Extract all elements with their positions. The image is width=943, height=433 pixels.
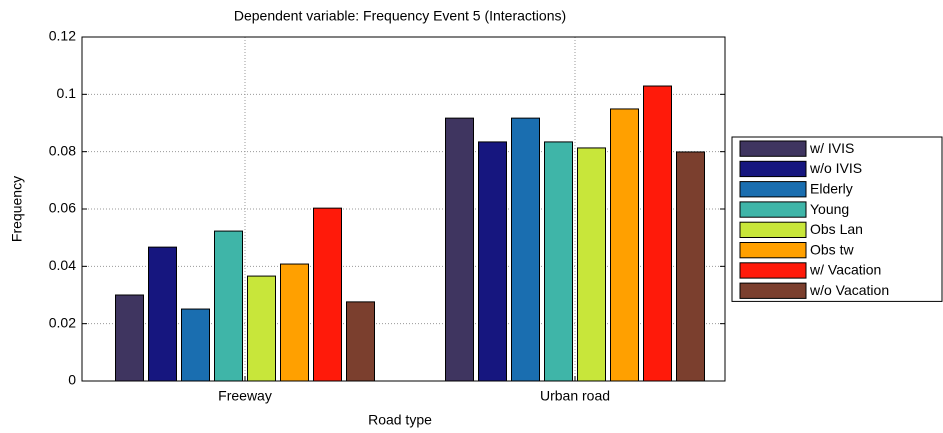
legend-swatch (739, 181, 807, 198)
x-tick-label: Freeway (218, 388, 272, 404)
y-tick-label: 0.1 (57, 85, 77, 101)
legend-swatch (739, 282, 807, 299)
bar (478, 141, 507, 382)
bar (181, 308, 210, 382)
plot-frame (81, 36, 726, 382)
bar (148, 246, 177, 382)
bar (346, 301, 375, 382)
y-tick-label: 0.04 (49, 257, 76, 273)
y-tick-label: 0.06 (49, 200, 76, 216)
legend-swatch (739, 221, 807, 238)
bar (643, 85, 672, 382)
bar (247, 275, 276, 382)
legend-swatch (739, 242, 807, 259)
legend-label: w/ Vacation (809, 262, 881, 278)
bar (577, 147, 606, 382)
x-tick-label: Urban road (540, 388, 610, 404)
legend-label: w/ IVIS (809, 140, 854, 156)
bar (445, 117, 474, 382)
legend-label: Young (810, 201, 849, 217)
bar (676, 151, 705, 382)
bar (313, 207, 342, 382)
legend-label: w/o IVIS (809, 160, 862, 176)
legend-swatch (739, 262, 807, 279)
bar (115, 294, 144, 382)
legend-label: Obs tw (810, 241, 854, 257)
legend-swatch (739, 201, 807, 218)
y-tick-label: 0.12 (49, 28, 76, 44)
legend-label: Elderly (810, 180, 853, 196)
legend-swatch (739, 140, 807, 157)
x-axis-label: Road type (368, 412, 432, 428)
y-tick-label: 0.08 (49, 142, 76, 158)
y-axis-label: Frequency (9, 176, 25, 242)
legend-label: w/o Vacation (809, 282, 889, 298)
bar (511, 117, 540, 382)
bar (214, 230, 243, 382)
chart-title: Dependent variable: Frequency Event 5 (I… (234, 8, 566, 24)
bar (280, 263, 309, 382)
bar (544, 141, 573, 382)
y-tick-label: 0.02 (49, 314, 76, 330)
legend-swatch (739, 160, 807, 178)
y-tick-label: 0 (68, 372, 76, 388)
legend-label: Obs Lan (810, 221, 863, 237)
bar (610, 108, 639, 382)
